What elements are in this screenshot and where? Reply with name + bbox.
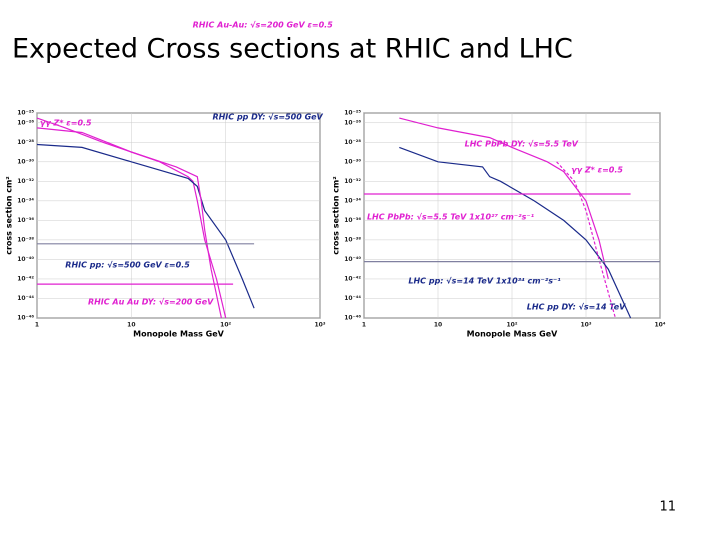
series-label: LHC PbPb DY: √s=5.5 TeV — [465, 140, 579, 149]
series-label: RHIC Au Au DY: √s=200 GeV — [88, 298, 214, 307]
y-tick-label: 10⁻⁴⁴ — [344, 295, 361, 302]
y-tick-label: 10⁻⁴⁶ — [17, 315, 34, 322]
plot-frame — [36, 112, 321, 319]
y-tick-label: 10⁻³⁴ — [17, 197, 34, 204]
y-tick-label: 10⁻³⁰ — [344, 158, 361, 165]
y-tick-label: 10⁻²⁵ — [17, 110, 34, 117]
y-tick-label: 10⁻⁴⁰ — [17, 256, 34, 263]
y-tick-label: 10⁻²⁸ — [17, 139, 34, 146]
y-tick-label: 10⁻⁴² — [344, 275, 361, 282]
y-tick-label: 10⁻³⁶ — [344, 217, 361, 224]
y-tick-label: 10⁻³⁴ — [344, 197, 361, 204]
x-tick-label: 10 — [434, 322, 442, 329]
y-tick-label: 10⁻²⁶ — [344, 119, 361, 126]
series-label: LHC PbPb: √s=5.5 TeV 1x10²⁷ cm⁻²s⁻¹ — [367, 213, 535, 222]
x-tick-label: 10² — [220, 322, 231, 329]
series-label: γγ Z* ε=0.5 — [571, 166, 623, 175]
y-axis-label: cross section cm² — [332, 176, 341, 255]
series-line — [399, 117, 609, 280]
y-tick-label: 10⁻⁴⁶ — [344, 315, 361, 322]
y-tick-label: 10⁻²⁸ — [344, 139, 361, 146]
series-label: RHIC pp DY: √s=500 GeV — [212, 113, 323, 122]
page-number: 11 — [659, 500, 676, 515]
y-tick-label: 10⁻⁴⁴ — [17, 295, 34, 302]
x-tick-label: 1 — [362, 322, 366, 329]
x-tick-label: 10 — [127, 322, 135, 329]
y-tick-label: 10⁻²⁵ — [344, 110, 361, 117]
y-tick-label: 10⁻³⁶ — [17, 217, 34, 224]
series-label: LHC pp: √s=14 TeV 1x10³⁴ cm⁻²s⁻¹ — [408, 277, 561, 286]
series-line — [36, 143, 255, 309]
y-tick-label: 10⁻³² — [17, 178, 34, 185]
series-line — [36, 127, 222, 319]
y-tick-label: 10⁻³⁰ — [17, 158, 34, 165]
series-line — [556, 161, 616, 319]
y-tick-label: 10⁻³² — [344, 178, 361, 185]
series-label: RHIC pp: √s=500 GeV ε=0.5 — [65, 261, 190, 270]
x-tick-label: 1 — [35, 322, 39, 329]
series-label: RHIC Au-Au: √s=200 GeV ε=0.5 — [193, 21, 334, 30]
x-tick-label: 10³ — [315, 322, 326, 329]
x-axis-label: Monopole Mass GeV — [467, 330, 558, 339]
series-label: LHC pp DY: √s=14 TeV — [527, 303, 626, 312]
x-axis-label: Monopole Mass GeV — [133, 330, 224, 339]
y-tick-label: 10⁻³⁸ — [344, 236, 361, 243]
series-line — [399, 146, 632, 319]
y-tick-label: 10⁻⁴⁰ — [344, 256, 361, 263]
slide-title: Expected Cross sections at RHIC and LHC — [12, 34, 573, 65]
x-tick-label: 10³ — [581, 322, 592, 329]
y-tick-label: 10⁻²⁶ — [17, 119, 34, 126]
y-axis-label: cross section cm² — [5, 176, 14, 255]
x-tick-label: 10² — [507, 322, 518, 329]
y-tick-label: 10⁻⁴² — [17, 275, 34, 282]
x-tick-label: 10⁴ — [655, 322, 666, 329]
series-label: γγ Z* ε=0.5 — [40, 119, 92, 128]
y-tick-label: 10⁻³⁸ — [17, 236, 34, 243]
